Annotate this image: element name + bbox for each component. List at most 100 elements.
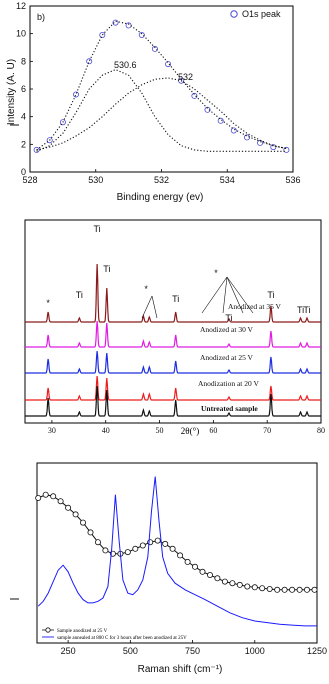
raman-data-point bbox=[132, 545, 139, 552]
xrd-x-tick-label: 30 bbox=[48, 426, 56, 435]
xps-data-point bbox=[204, 106, 211, 113]
raman-legend-label-2: sample annealed at 800 C for 3 hours aft… bbox=[57, 636, 187, 641]
xrd-peak-label: Ti bbox=[94, 224, 101, 234]
xps-data-point bbox=[165, 61, 172, 68]
raman-data-point bbox=[259, 585, 266, 592]
xrd-series-line bbox=[25, 385, 321, 417]
raman-data-point bbox=[236, 581, 243, 588]
raman-data-point bbox=[184, 558, 191, 565]
xps-data-point bbox=[138, 32, 145, 39]
xps-data-point bbox=[112, 19, 119, 26]
raman-data-point bbox=[274, 586, 281, 593]
xrd-peak-label: Ti bbox=[225, 313, 232, 323]
xps-data-point bbox=[270, 144, 277, 151]
xps-chart: 0 2 4 6 8 10 12 528 530 532 534 536 b) O1s peak 53… bbox=[6, 1, 301, 203]
xrd-series-label-untreated: Untreated sample bbox=[201, 404, 258, 413]
raman-data-point bbox=[139, 542, 146, 549]
xps-legend: O1s peak bbox=[230, 9, 281, 19]
xps-x-tick-label: 536 bbox=[285, 175, 300, 185]
xrd-series-line bbox=[25, 350, 321, 374]
raman-data-point bbox=[289, 586, 296, 593]
raman-data-point bbox=[177, 552, 184, 559]
xrd-peak-label: Ti bbox=[297, 305, 304, 315]
xps-data-point bbox=[151, 45, 158, 52]
xps-x-tick-label: 528 bbox=[22, 175, 37, 185]
xrd-x-axis-label: 2θ(°) bbox=[181, 426, 199, 436]
xps-y-tick-label: 0 bbox=[21, 167, 26, 177]
xps-data-point bbox=[99, 32, 106, 39]
raman-data-point bbox=[229, 580, 236, 587]
raman-data-point bbox=[169, 545, 176, 552]
xps-annotation-530: 530.6 bbox=[114, 60, 137, 70]
raman-data-point bbox=[102, 547, 109, 554]
xrd-arrow bbox=[201, 276, 228, 314]
xrd-x-tick-label: 50 bbox=[156, 426, 164, 435]
xps-y-tick-label: 2 bbox=[21, 139, 26, 149]
xrd-peak-label: Ti bbox=[103, 264, 110, 274]
xps-fit-curve bbox=[36, 69, 287, 152]
xrd-arrow bbox=[222, 276, 228, 314]
raman-data-point bbox=[266, 586, 273, 593]
xps-legend-label: O1s peak bbox=[242, 9, 281, 19]
raman-data-point bbox=[57, 498, 64, 505]
xps-y-tick-label: 12 bbox=[16, 1, 26, 11]
raman-x-tick-label: 750 bbox=[185, 646, 200, 656]
xps-x-ticks: 528 530 532 534 536 bbox=[22, 169, 301, 185]
raman-plot-frame bbox=[36, 462, 318, 644]
xps-x-tick-label: 534 bbox=[220, 175, 235, 185]
xrd-series-label-30v: Anodized at 30 V bbox=[200, 325, 254, 334]
raman-data-point bbox=[214, 575, 221, 582]
xps-data-point bbox=[59, 119, 66, 126]
xps-x-axis-label: Binding energy (ev) bbox=[117, 192, 204, 203]
xrd-x-tick-label: 40 bbox=[102, 426, 110, 435]
raman-data-point bbox=[72, 511, 79, 518]
xps-series-layer bbox=[33, 19, 290, 153]
xrd-peak-label: Ti bbox=[303, 305, 310, 315]
xps-annotation-532: 532 bbox=[178, 72, 193, 82]
raman-data-point bbox=[199, 568, 206, 575]
xps-y-tick-label: 8 bbox=[21, 56, 26, 66]
xps-y-tick-label: 4 bbox=[21, 112, 26, 122]
raman-data-point bbox=[95, 539, 102, 546]
xps-data-point bbox=[230, 127, 237, 134]
xrd-series-line bbox=[25, 263, 321, 323]
xps-x-tick-label: 530 bbox=[88, 175, 103, 185]
xrd-peak-label: * bbox=[46, 298, 50, 308]
xps-legend-marker bbox=[230, 10, 238, 18]
raman-data-point bbox=[65, 504, 72, 511]
raman-x-tick-label: 250 bbox=[61, 646, 76, 656]
xrd-series-line bbox=[25, 375, 321, 401]
xps-fit-curve bbox=[36, 20, 287, 151]
raman-chart: 250 500 750 1000 1250 Sample anodized at 25 … bbox=[35, 462, 327, 675]
xrd-x-tick-label: 80 bbox=[317, 426, 325, 435]
xrd-peak-label: * bbox=[214, 268, 218, 278]
xrd-series-layer bbox=[25, 263, 321, 417]
xps-data-point bbox=[217, 117, 224, 124]
xps-panel-label: b) bbox=[37, 12, 45, 22]
xps-x-tick-label: 532 bbox=[154, 175, 169, 185]
raman-legend: Sample anodized at 25 V sample annealed … bbox=[42, 627, 187, 641]
xrd-arrow bbox=[226, 276, 254, 314]
xrd-peak-label: * bbox=[144, 284, 148, 294]
xrd-arrows bbox=[141, 276, 254, 319]
raman-series-line bbox=[37, 476, 317, 627]
raman-data-point bbox=[281, 586, 288, 593]
raman-data-point bbox=[311, 586, 318, 593]
xrd-peak-label: Ti bbox=[267, 290, 274, 300]
raman-data-point bbox=[87, 529, 94, 536]
xps-data-point bbox=[191, 92, 198, 99]
raman-x-ticks: 250 500 750 1000 1250 bbox=[61, 640, 327, 656]
xrd-x-ticks: 30 40 50 60 70 80 bbox=[48, 420, 325, 435]
xps-y-axis-label: Intensity (A. U) bbox=[6, 59, 17, 125]
xps-plot-frame bbox=[29, 5, 294, 173]
raman-data-point bbox=[162, 540, 169, 547]
raman-data-point bbox=[124, 549, 131, 556]
raman-x-axis-label: Raman shift (cm⁻¹) bbox=[138, 664, 223, 675]
xps-data-point bbox=[86, 58, 93, 65]
raman-data-point bbox=[303, 586, 310, 593]
xrd-x-tick-label: 70 bbox=[263, 426, 271, 435]
xps-data-point bbox=[73, 91, 80, 98]
raman-series-layer bbox=[35, 476, 318, 627]
